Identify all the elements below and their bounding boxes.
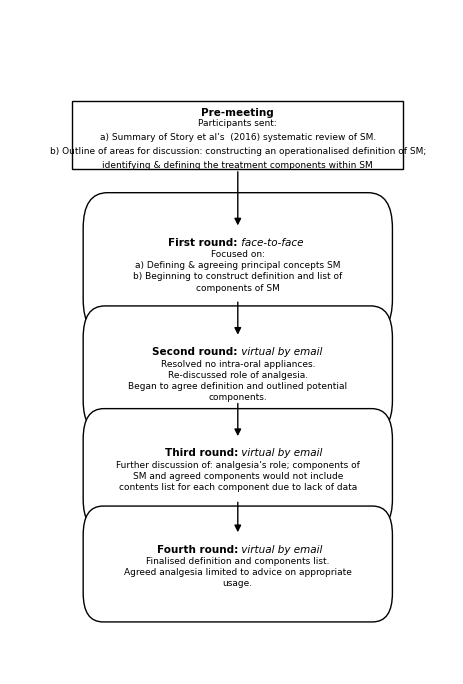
- FancyBboxPatch shape: [72, 101, 402, 169]
- Text: Finalised definition and components list.: Finalised definition and components list…: [146, 557, 329, 566]
- Text: Participants sent:: Participants sent:: [198, 120, 276, 129]
- Text: components.: components.: [208, 393, 267, 402]
- Text: Second round:: Second round:: [152, 347, 238, 357]
- Text: Further discussion of: analgesia’s role; components of: Further discussion of: analgesia’s role;…: [116, 461, 359, 470]
- Text: b) Outline of areas for discussion: constructing an operationalised definition o: b) Outline of areas for discussion: cons…: [50, 147, 425, 156]
- Text: a) Summary of Story et al’s  (2016) systematic review of SM.: a) Summary of Story et al’s (2016) syste…: [100, 133, 375, 142]
- Text: virtual by email: virtual by email: [238, 449, 321, 458]
- Text: identifying & defining the treatment components within SM: identifying & defining the treatment com…: [102, 161, 372, 170]
- Text: a) Defining & agreeing principal concepts SM: a) Defining & agreeing principal concept…: [135, 261, 340, 270]
- Text: usage.: usage.: [222, 579, 252, 588]
- Text: face-to-face: face-to-face: [238, 238, 303, 248]
- FancyBboxPatch shape: [83, 193, 392, 335]
- Text: SM and agreed components would not include: SM and agreed components would not inclu…: [132, 472, 342, 481]
- Text: virtual by email: virtual by email: [238, 347, 321, 357]
- Text: Resolved no intra-oral appliances.: Resolved no intra-oral appliances.: [160, 360, 314, 369]
- Text: Fourth round:: Fourth round:: [156, 544, 238, 555]
- FancyBboxPatch shape: [83, 306, 392, 432]
- Text: contents list for each component due to lack of data: contents list for each component due to …: [119, 483, 356, 492]
- Text: Focused on:: Focused on:: [210, 250, 264, 259]
- Text: Began to agree definition and outlined potential: Began to agree definition and outlined p…: [128, 382, 347, 391]
- Text: Re-discussed role of analgesia.: Re-discussed role of analgesia.: [168, 371, 307, 380]
- Text: First round:: First round:: [168, 238, 238, 248]
- Text: virtual by email: virtual by email: [238, 544, 321, 555]
- Text: components of SM: components of SM: [195, 284, 279, 293]
- FancyBboxPatch shape: [83, 506, 392, 622]
- FancyBboxPatch shape: [83, 408, 392, 529]
- Text: b) Beginning to construct definition and list of: b) Beginning to construct definition and…: [133, 272, 342, 282]
- Text: Pre-meeting: Pre-meeting: [201, 108, 274, 118]
- Text: Third round:: Third round:: [164, 449, 238, 458]
- Text: Agreed analgesia limited to advice on appropriate: Agreed analgesia limited to advice on ap…: [124, 568, 351, 577]
